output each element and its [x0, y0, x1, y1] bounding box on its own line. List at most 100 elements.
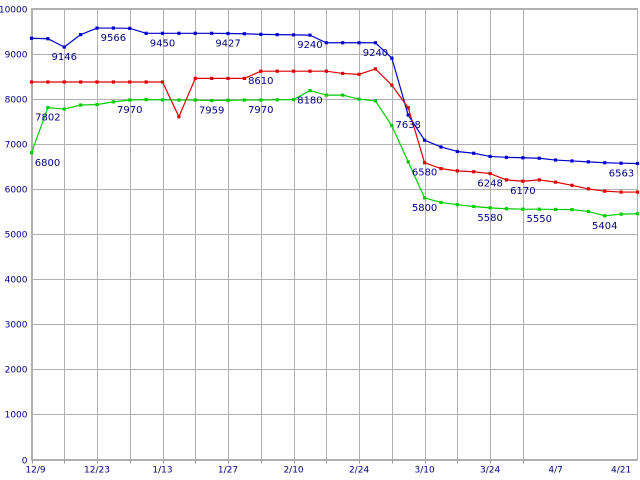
data-point-marker — [554, 207, 558, 212]
data-point-marker — [390, 124, 394, 128]
data-point-marker — [455, 149, 459, 154]
data-point-marker — [291, 69, 296, 73]
data-point-value-label: 6580 — [412, 168, 437, 179]
y-axis-tick-label: 2000 — [5, 366, 28, 376]
data-point-marker — [210, 31, 214, 35]
data-point-value-label: 8610 — [248, 76, 273, 87]
data-point-marker — [128, 26, 132, 30]
data-point-marker — [177, 98, 181, 102]
data-point-value-label: 5800 — [412, 203, 437, 214]
data-point-marker — [537, 178, 541, 182]
gridlines — [31, 8, 638, 461]
data-point-marker — [324, 41, 328, 45]
y-axis-tick-label: 0 — [22, 457, 28, 467]
data-point-marker — [357, 72, 361, 76]
data-point-value-label: 7970 — [248, 105, 273, 116]
data-point-marker — [275, 33, 279, 37]
data-point-marker — [422, 196, 427, 200]
data-point-marker — [308, 88, 312, 93]
data-point-marker — [308, 69, 312, 73]
data-point-marker — [422, 138, 427, 142]
data-point-marker — [291, 98, 296, 102]
data-point-marker — [619, 161, 623, 165]
data-point-marker — [603, 214, 607, 218]
data-point-marker — [472, 151, 476, 155]
y-axis-tick-label: 6000 — [5, 186, 28, 196]
data-point-marker — [586, 187, 590, 191]
data-point-marker — [488, 171, 492, 176]
data-point-value-label: 9240 — [363, 48, 388, 59]
y-axis-tick-label: 8000 — [5, 96, 28, 106]
data-point-marker — [619, 212, 623, 216]
data-point-value-label: 5404 — [592, 221, 617, 232]
y-axis-tick-label: 1000 — [5, 411, 28, 421]
data-point-marker — [422, 161, 427, 165]
series-line — [30, 27, 639, 165]
data-point-marker — [275, 69, 279, 73]
data-point-value-label: 6170 — [510, 186, 535, 197]
data-point-marker — [586, 160, 590, 164]
x-axis-tick-label: 4/7 — [548, 466, 562, 476]
data-point-marker — [79, 103, 83, 107]
data-point-value-label: 6563 — [609, 169, 634, 180]
data-point-marker — [455, 169, 459, 173]
data-point-marker — [521, 179, 525, 183]
data-point-marker — [521, 156, 525, 160]
data-point-marker — [504, 155, 509, 159]
data-point-marker — [95, 80, 99, 84]
y-axis-tick-labels: 0 1000 2000 3000 4000 5000 6000 7000 8000 9000 100… — [0, 6, 28, 467]
data-point-marker — [259, 69, 263, 73]
data-point-marker — [324, 93, 328, 97]
data-point-marker — [29, 80, 34, 84]
data-point-value-label: 5550 — [527, 214, 552, 225]
data-point-value-label: 9566 — [101, 33, 126, 44]
data-point-marker — [46, 37, 50, 41]
data-point-value-label: 6800 — [35, 158, 60, 169]
series-line — [30, 89, 639, 217]
data-point-value-label: 7802 — [35, 113, 60, 124]
data-point-marker — [554, 180, 558, 184]
x-axis-tick-label: 12/23 — [84, 466, 110, 476]
data-point-marker — [144, 98, 148, 102]
data-point-marker — [177, 31, 181, 35]
x-axis-tick-label: 2/10 — [283, 466, 303, 476]
data-point-marker — [111, 26, 115, 30]
data-point-marker — [193, 31, 197, 35]
data-point-marker — [439, 200, 443, 205]
data-point-marker — [472, 170, 476, 174]
data-point-marker — [341, 71, 345, 76]
data-point-marker — [504, 207, 509, 211]
data-point-marker — [242, 32, 247, 36]
data-point-marker — [390, 56, 394, 60]
y-axis-tick-label: 3000 — [5, 321, 28, 331]
data-point-marker — [79, 33, 83, 37]
data-point-marker — [341, 41, 345, 45]
data-point-marker — [210, 98, 214, 103]
data-point-marker — [46, 106, 50, 110]
y-axis-tick-label: 4000 — [5, 276, 28, 286]
data-point-value-label: 7970 — [117, 105, 142, 116]
data-point-marker — [455, 203, 459, 207]
data-point-value-label: 9146 — [52, 52, 77, 63]
x-axis-tick-label: 4/21 — [611, 466, 631, 476]
data-point-marker — [357, 41, 361, 45]
axis-lines — [31, 8, 638, 464]
data-point-marker — [373, 67, 378, 71]
data-point-marker — [210, 76, 214, 81]
data-point-marker — [46, 80, 50, 84]
plot-area-border — [31, 8, 638, 460]
data-point-value-label: 9427 — [215, 39, 240, 50]
data-point-value-label: 8180 — [297, 96, 322, 107]
data-point-marker — [635, 212, 640, 216]
x-axis-tick-label: 1/27 — [218, 466, 238, 476]
data-point-marker — [193, 76, 197, 81]
data-point-marker — [226, 98, 230, 102]
data-point-marker — [504, 178, 509, 182]
data-point-marker — [373, 99, 378, 103]
data-point-marker — [62, 107, 66, 111]
data-point-value-label: 7959 — [199, 106, 224, 117]
data-point-marker — [537, 207, 541, 211]
data-point-marker — [259, 98, 263, 102]
